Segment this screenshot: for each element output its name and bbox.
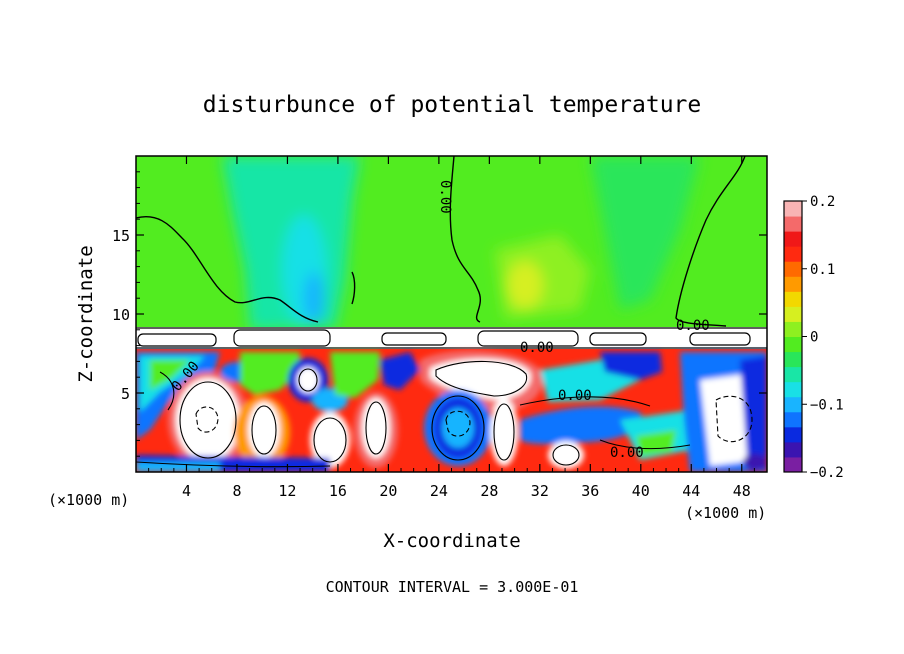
colorbar-tick-label: 0 [810,330,818,346]
colorbar-swatch [784,216,802,232]
cool-right-region [590,156,700,310]
x-tick-label: 16 [329,482,347,500]
colorbar-swatch [784,291,802,307]
colorbar: 0.2 0.1 0 −0.1 −0.2 [783,194,844,481]
colorbar-tick-label: 0.2 [810,194,835,210]
cyan-core-region-2 [304,272,324,324]
y-tick-label: 10 [112,306,130,324]
x-tick-label: 40 [632,482,650,500]
y-axis-label: Z-coordinate [75,245,97,382]
x-tick-label: 28 [480,482,498,500]
x-tick-label: 24 [430,482,448,500]
contour-label: 0.00 [558,388,592,404]
contour-label: 0.00 [610,445,644,461]
colorbar-swatch [784,456,802,473]
contour-interval-note: CONTOUR INTERVAL = 3.000E-01 [326,578,579,596]
contour-upper-small [351,271,356,305]
chart-title: disturbunce of potential temperature [203,92,702,118]
x-tick-label: 36 [581,482,599,500]
x-unit-label-left: (×1000 m) [48,491,129,509]
colorbar-tick-label: −0.1 [810,397,844,413]
contour-label: 0.00 [520,340,554,356]
colorbar-swatch [784,441,802,458]
colorbar-swatch [784,381,802,398]
contour-upper-mid [449,156,481,323]
band-cell [233,329,331,347]
x-tick-label: 20 [379,482,397,500]
colorbar-swatch [784,246,802,262]
colorbar-swatch [784,411,802,428]
colorbar-swatch [784,201,802,217]
band-cell [477,330,579,347]
colorbar-swatch [784,426,802,443]
x-tick-label: 32 [531,482,549,500]
colorbar-swatch [784,276,802,292]
band-cell [689,332,751,346]
colorbar-swatch [784,396,802,413]
x-axis-label: X-coordinate [383,530,520,552]
contour-label: 0.00 [437,180,453,214]
lower-turbulent-field [136,349,767,472]
plot-area [136,156,767,472]
interface-band [136,327,767,349]
x-tick-label: 44 [682,482,700,500]
x-tick-label: 8 [232,482,241,500]
x-tick-label: 12 [278,482,296,500]
warm-core-region [507,261,543,309]
y-axis: 5 10 15 [112,171,767,457]
x-tick-label: 48 [733,482,751,500]
colorbar-swatch [784,351,802,368]
colorbar-swatch [784,336,802,353]
contour-upper-right [675,156,746,327]
colorbar-swatch [784,231,802,247]
y-tick-label: 5 [121,385,130,403]
band-cell [589,332,647,346]
colorbar-swatch [784,366,802,383]
colorbar-tick-label: 0.1 [810,262,835,278]
contour-upper-left [136,216,319,323]
colorbar-tick-label: −0.2 [810,465,844,481]
colorbar-swatch [784,261,802,277]
x-axis: 4 8 12 16 20 24 28 32 36 40 44 48 [148,156,755,500]
band-cell [137,333,217,347]
contour-label: 0.00 [676,318,710,334]
colorbar-swatch [784,321,802,337]
band-cell [381,332,447,346]
x-unit-label-right: (×1000 m) [685,504,766,522]
x-tick-label: 4 [182,482,191,500]
y-tick-label: 15 [112,227,130,245]
colorbar-swatch [784,306,802,322]
